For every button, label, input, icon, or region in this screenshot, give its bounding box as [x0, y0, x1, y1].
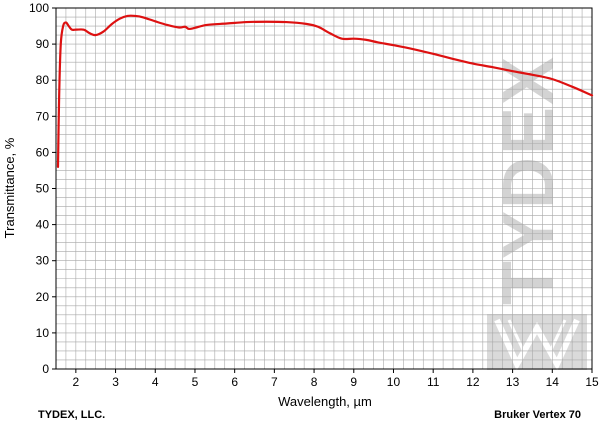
y-tick-label: 90 [36, 37, 50, 51]
x-tick-label: 10 [387, 375, 401, 389]
tick-labels: 2 3 4 5 6 7 8 9 10 11 12 13 14 15 0 10 20 30 40 50 60 70 80 90 1… [29, 1, 599, 389]
x-tick-label: 9 [350, 375, 357, 389]
x-tick-label: 7 [271, 375, 278, 389]
footer-company: TYDEX, LLC. [38, 409, 105, 421]
grid [55, 7, 593, 370]
y-tick-label: 80 [36, 73, 50, 87]
axes [52, 7, 593, 373]
x-tick-label: 5 [192, 375, 199, 389]
y-tick-label: 50 [36, 182, 50, 196]
x-tick-label: 8 [311, 375, 318, 389]
x-tick-label: 2 [73, 375, 80, 389]
x-tick-label: 3 [112, 375, 119, 389]
footer-instrument: Bruker Vertex 70 [494, 409, 581, 421]
y-tick-label: 70 [36, 109, 50, 123]
y-tick-label: 100 [29, 1, 49, 15]
y-tick-label: 30 [36, 254, 50, 268]
x-tick-label: 6 [231, 375, 238, 389]
y-tick-label: 40 [36, 218, 50, 232]
series-layer [56, 14, 594, 168]
x-tick-label: 4 [152, 375, 159, 389]
x-tick-label: 12 [466, 375, 480, 389]
x-axis-title: Wavelength, µm [278, 394, 372, 409]
y-tick-label: 20 [36, 290, 50, 304]
watermark-text: TYDEX [489, 55, 569, 305]
y-tick-label: 10 [36, 326, 50, 340]
x-tick-label: 15 [585, 375, 599, 389]
x-tick-label: 14 [546, 375, 560, 389]
x-tick-label: 13 [506, 375, 520, 389]
y-tick-label: 0 [42, 362, 49, 376]
x-tick-label: 11 [427, 375, 440, 389]
series-line-transmittance [56, 14, 594, 168]
y-tick-label: 60 [36, 145, 50, 159]
y-axis-title: Transmittance, % [2, 137, 17, 238]
